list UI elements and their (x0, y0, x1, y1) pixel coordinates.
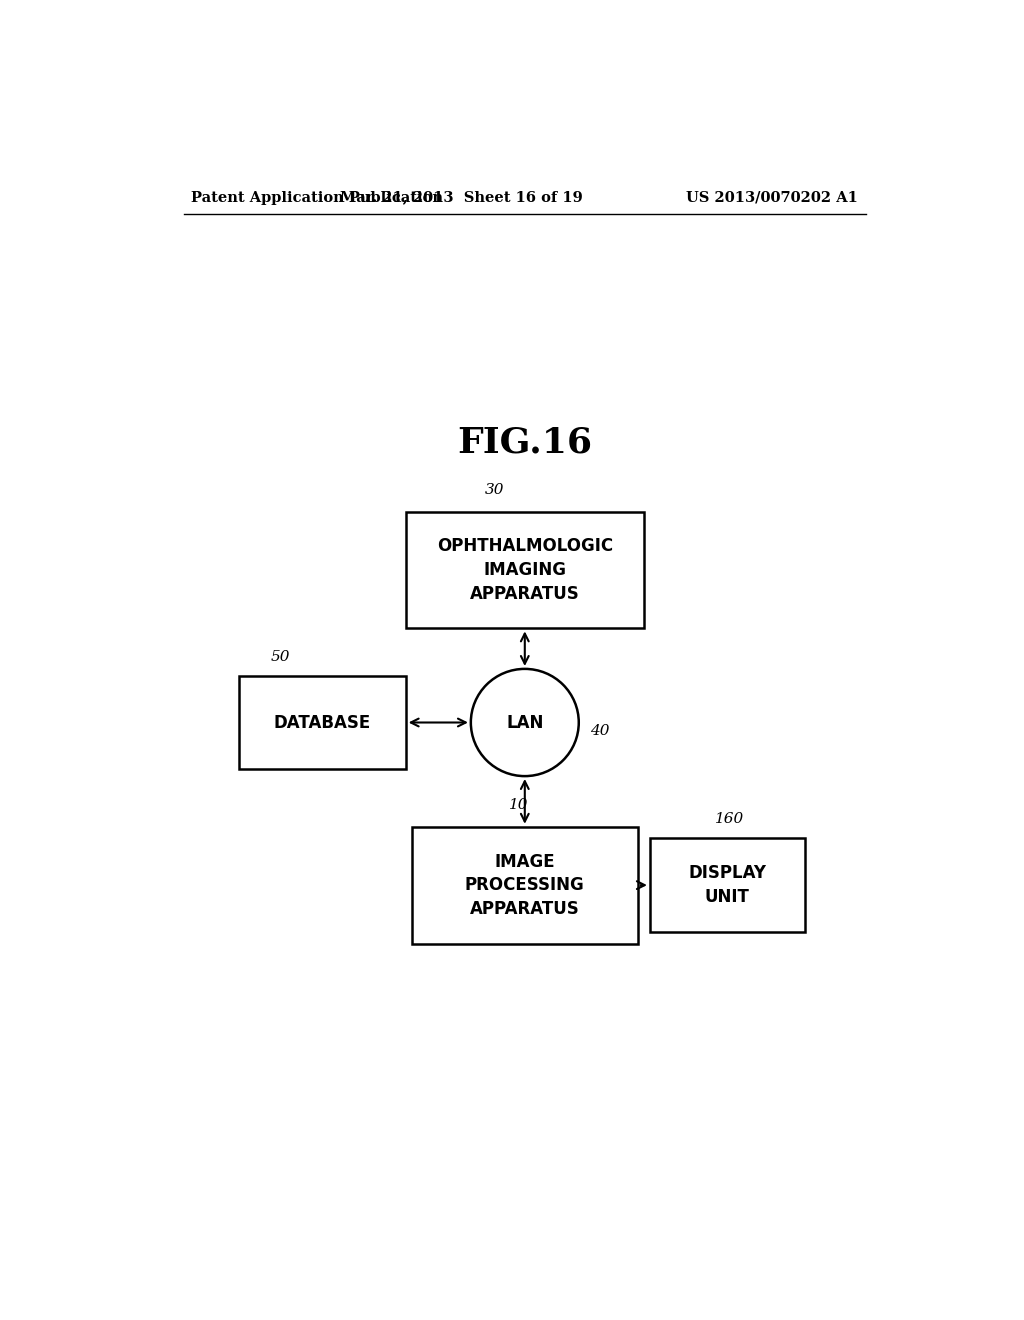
Text: Mar. 21, 2013  Sheet 16 of 19: Mar. 21, 2013 Sheet 16 of 19 (340, 190, 583, 205)
Text: OPHTHALMOLOGIC
IMAGING
APPARATUS: OPHTHALMOLOGIC IMAGING APPARATUS (437, 537, 612, 603)
Text: US 2013/0070202 A1: US 2013/0070202 A1 (686, 190, 858, 205)
Text: 10: 10 (509, 799, 528, 812)
Bar (240, 676, 406, 770)
Text: 160: 160 (715, 812, 744, 826)
Text: DATABASE: DATABASE (273, 714, 371, 731)
Text: 30: 30 (485, 483, 505, 496)
Text: DISPLAY
UNIT: DISPLAY UNIT (688, 865, 766, 906)
Bar (412, 826, 638, 944)
Text: FIG.16: FIG.16 (458, 426, 592, 459)
Text: Patent Application Publication: Patent Application Publication (191, 190, 443, 205)
Bar (406, 512, 644, 628)
Bar (650, 838, 805, 932)
Text: 40: 40 (590, 723, 609, 738)
Text: IMAGE
PROCESSING
APPARATUS: IMAGE PROCESSING APPARATUS (465, 853, 585, 917)
Text: LAN: LAN (506, 714, 544, 731)
Ellipse shape (471, 669, 579, 776)
Text: 50: 50 (270, 649, 291, 664)
